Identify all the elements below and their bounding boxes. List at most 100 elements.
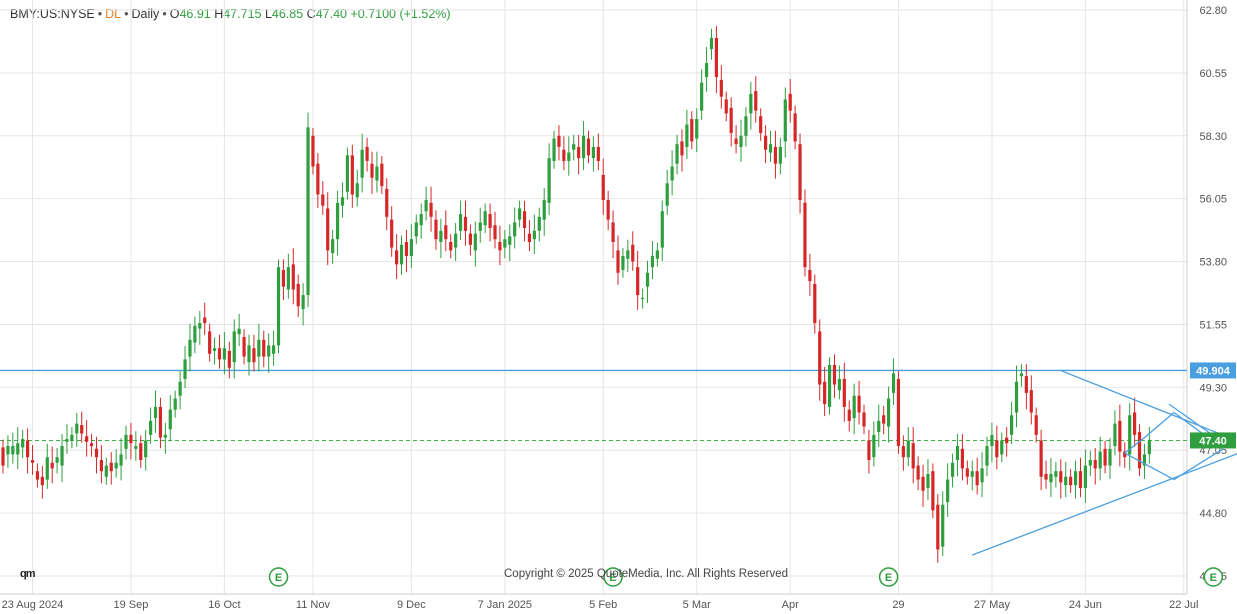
candle-body[interactable] — [340, 197, 345, 206]
candle-body[interactable] — [744, 116, 748, 136]
candle-body[interactable] — [970, 471, 974, 477]
candle-body[interactable] — [40, 476, 44, 486]
candle-body[interactable] — [473, 233, 477, 251]
candle-body[interactable] — [262, 339, 266, 357]
candle-body[interactable] — [655, 250, 659, 259]
candle-body[interactable] — [208, 331, 212, 354]
candle-body[interactable] — [1069, 476, 1073, 486]
candle-body[interactable] — [483, 211, 487, 226]
candle-body[interactable] — [621, 255, 625, 270]
candle-body[interactable] — [227, 350, 231, 368]
earnings-marker[interactable] — [603, 567, 623, 587]
candle-body[interactable] — [306, 127, 310, 296]
candle-body[interactable] — [650, 255, 655, 268]
candle-body[interactable] — [276, 267, 281, 346]
earnings-marker[interactable] — [878, 567, 899, 587]
candle-body[interactable] — [832, 364, 837, 385]
candle-body[interactable] — [1108, 448, 1112, 466]
candle-body[interactable] — [552, 138, 556, 161]
candle-body[interactable] — [345, 155, 349, 192]
candle-body[interactable] — [311, 135, 315, 167]
candle-body[interactable] — [414, 222, 418, 237]
candle-body[interactable] — [1147, 440, 1151, 455]
candle-body[interactable] — [434, 219, 438, 240]
candle-body[interactable] — [458, 214, 463, 231]
candle-body[interactable] — [222, 348, 226, 360]
candle-body[interactable] — [198, 323, 202, 329]
candle-body[interactable] — [606, 200, 610, 220]
candle-body[interactable] — [404, 241, 409, 256]
candle-body[interactable] — [168, 409, 172, 430]
candle-body[interactable] — [532, 230, 536, 240]
candle-body[interactable] — [842, 378, 846, 407]
candle-body[interactable] — [537, 216, 541, 231]
candle-body[interactable] — [242, 337, 246, 357]
candle-body[interactable] — [331, 239, 335, 254]
candle-body[interactable] — [1039, 440, 1043, 477]
candle-body[interactable] — [109, 462, 113, 472]
candle-body[interactable] — [390, 219, 394, 248]
candle-body[interactable] — [286, 267, 290, 290]
candle-body[interactable] — [75, 423, 79, 434]
candle-body[interactable] — [847, 409, 851, 421]
candle-body[interactable] — [429, 202, 433, 217]
candle-body[interactable] — [188, 339, 192, 357]
candle-body[interactable] — [567, 152, 571, 161]
candle-body[interactable] — [193, 325, 197, 343]
candle-body[interactable] — [153, 406, 158, 419]
candle-body[interactable] — [114, 462, 118, 469]
candle-body[interactable] — [803, 202, 807, 268]
candle-body[interactable] — [99, 460, 103, 472]
candle-body[interactable] — [513, 222, 517, 237]
candle-body[interactable] — [896, 378, 901, 447]
trendline[interactable] — [1124, 437, 1145, 454]
candle-body[interactable] — [1024, 376, 1028, 393]
candle-body[interactable] — [409, 239, 413, 256]
candle-body[interactable] — [26, 440, 30, 458]
candle-body[interactable] — [867, 440, 871, 461]
candle-body[interactable] — [911, 443, 915, 469]
candle-body[interactable] — [660, 211, 664, 248]
candle-body[interactable] — [719, 79, 723, 97]
candle-body[interactable] — [557, 135, 561, 147]
candle-body[interactable] — [272, 345, 276, 354]
candle-body[interactable] — [542, 200, 546, 220]
candle-body[interactable] — [818, 331, 822, 385]
candle-body[interactable] — [941, 504, 945, 547]
candle-body[interactable] — [946, 479, 950, 502]
candle-body[interactable] — [1083, 465, 1087, 488]
candle-body[interactable] — [641, 297, 645, 299]
candle-body[interactable] — [488, 214, 492, 229]
candle-body[interactable] — [94, 448, 99, 458]
candle-body[interactable] — [296, 283, 300, 307]
candle-body[interactable] — [572, 144, 576, 150]
candle-body[interactable] — [1123, 451, 1127, 458]
candle-body[interactable] — [1, 447, 5, 466]
trendline[interactable] — [1124, 452, 1175, 481]
candle-body[interactable] — [990, 434, 994, 447]
candle-body[interactable] — [857, 395, 861, 413]
candle-body[interactable] — [281, 269, 286, 287]
candle-body[interactable] — [586, 138, 591, 156]
candle-body[interactable] — [636, 267, 640, 296]
candle-body[interactable] — [872, 434, 876, 458]
candle-body[interactable] — [901, 446, 905, 458]
candle-body[interactable] — [380, 163, 384, 187]
candle-body[interactable] — [837, 378, 841, 391]
candle-body[interactable] — [1005, 437, 1009, 444]
candle-body[interactable] — [729, 107, 733, 133]
candle-body[interactable] — [931, 471, 935, 511]
trendline[interactable] — [1144, 411, 1175, 439]
candle-body[interactable] — [522, 211, 527, 229]
candle-body[interactable] — [11, 446, 15, 455]
candle-body[interactable] — [1054, 471, 1058, 477]
candle-body[interactable] — [212, 348, 217, 351]
candle-body[interactable] — [1064, 476, 1068, 486]
candle-body[interactable] — [591, 146, 595, 159]
candle-body[interactable] — [360, 149, 364, 178]
earnings-marker[interactable] — [268, 567, 289, 587]
candle-body[interactable] — [419, 214, 423, 226]
candle-body[interactable] — [321, 194, 325, 206]
candle-body[interactable] — [827, 364, 832, 407]
